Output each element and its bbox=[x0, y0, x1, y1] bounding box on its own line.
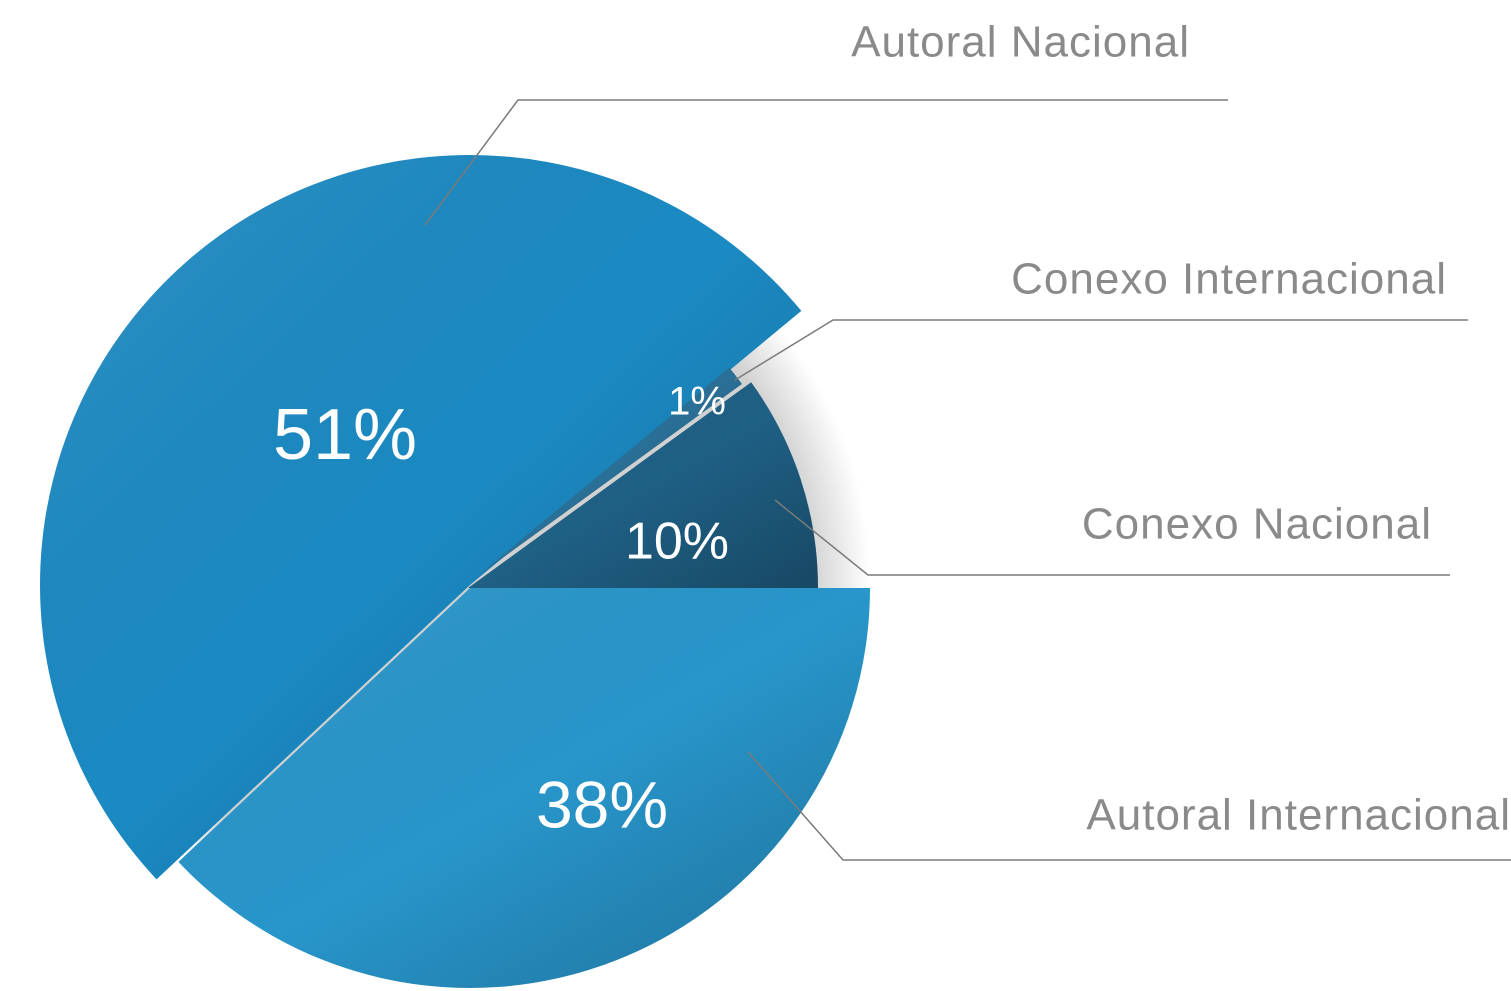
leader-line bbox=[734, 319, 1468, 381]
value-label: 51% bbox=[273, 395, 417, 475]
slice-shade bbox=[475, 367, 742, 578]
slice-shade bbox=[40, 155, 802, 880]
leader-line bbox=[747, 751, 1511, 861]
slice-name: Autoral Internacional bbox=[1086, 791, 1511, 840]
slice-shade bbox=[178, 588, 871, 988]
leader-line bbox=[774, 499, 1450, 576]
value-label: 38% bbox=[536, 767, 668, 841]
slice-name: Conexo Nacional bbox=[1082, 500, 1432, 549]
labels: 38% Autoral Internacional 51% Autoral Nacio… bbox=[273, 18, 1511, 861]
leader-line bbox=[424, 99, 1228, 226]
slice-name: Autoral Nacional bbox=[851, 18, 1190, 67]
slice-name: Conexo Internacional bbox=[1011, 255, 1447, 304]
slice-shade bbox=[468, 382, 818, 588]
pie bbox=[40, 155, 871, 988]
value-label: 1% bbox=[668, 380, 726, 424]
value-label: 10% bbox=[625, 513, 729, 571]
